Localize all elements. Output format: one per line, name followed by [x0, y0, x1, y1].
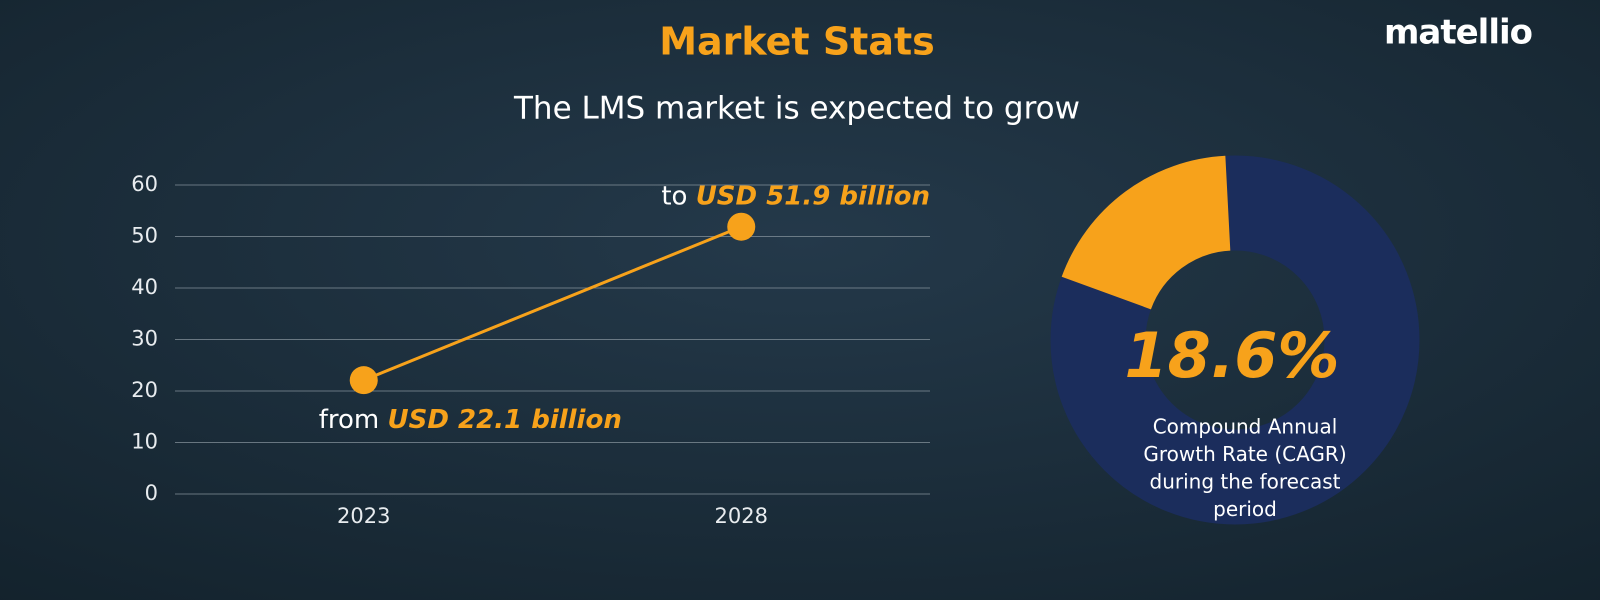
annotation-prefix: to — [661, 181, 687, 211]
y-tick-label: 50 — [131, 224, 158, 248]
logo[interactable]: matellio — [1384, 13, 1533, 53]
donut-description: Growth Rate (CAGR) — [1143, 442, 1346, 466]
x-tick-label: 2028 — [715, 504, 768, 528]
value-annotation: from USD 22.1 billion — [319, 405, 622, 435]
y-tick-label: 30 — [131, 327, 158, 351]
donut-ring — [1050, 155, 1420, 525]
value-label: USD 51.9 billion — [696, 181, 930, 211]
donut-segment — [1061, 155, 1232, 311]
donut-description: during the forecast — [1150, 470, 1341, 494]
x-tick-label: 2023 — [337, 504, 390, 528]
point — [727, 212, 756, 241]
y-tick-label: 0 — [145, 481, 158, 505]
line — [363, 225, 742, 382]
value-annotation: to USD 51.9 billion — [661, 181, 930, 211]
donut-description: period — [1213, 497, 1277, 521]
title: Market Stats — [659, 20, 935, 64]
donut-value-label: 18.6% — [1124, 319, 1339, 392]
annotation-prefix: from — [319, 405, 380, 435]
value-label: USD 22.1 billion — [388, 405, 622, 435]
y-tick-label: 40 — [131, 275, 158, 299]
y-tick-label: 10 — [131, 430, 158, 454]
point — [349, 366, 378, 395]
subtitle: The LMS market is expected to grow — [513, 91, 1080, 127]
y-tick-label: 20 — [131, 378, 158, 402]
donut-description: Compound Annual — [1153, 415, 1338, 439]
y-tick-label: 60 — [131, 172, 158, 196]
